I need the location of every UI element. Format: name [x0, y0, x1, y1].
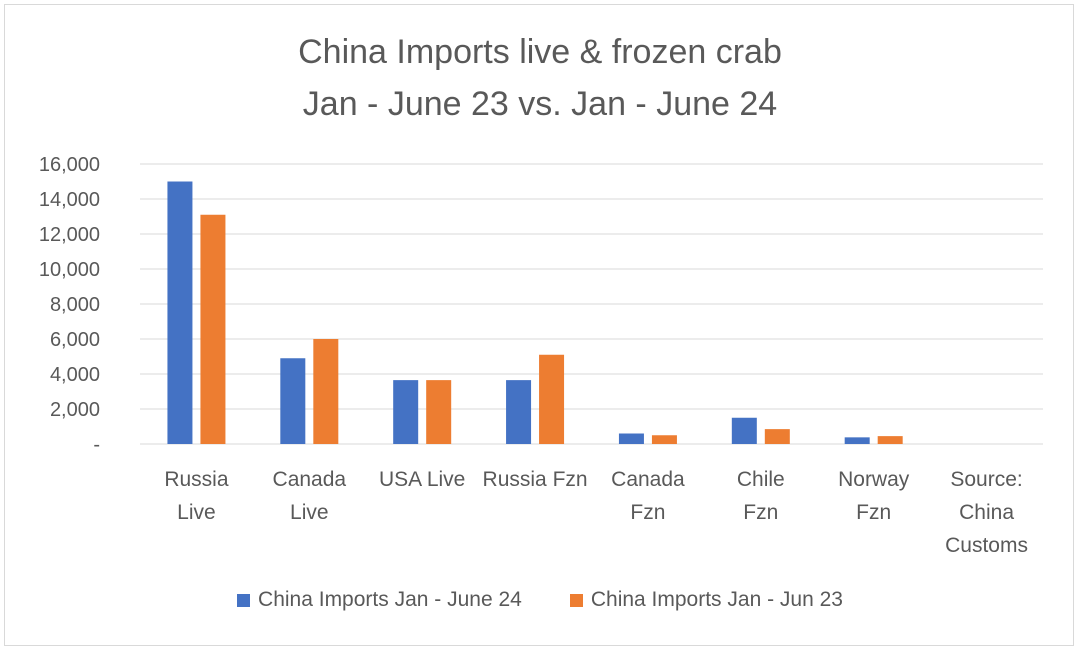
x-tick-label: Source: — [950, 468, 1022, 491]
x-tick-label: Fzn — [856, 501, 891, 524]
bar-2023 — [426, 380, 452, 444]
x-tick-label: Fzn — [743, 501, 778, 524]
bar-2024 — [844, 437, 870, 444]
chart-title-line-1: China Imports live & frozen crab — [298, 33, 782, 71]
x-tick-label: Canada — [611, 468, 685, 491]
bar-2023 — [764, 429, 790, 444]
x-tick-label: Fzn — [630, 501, 665, 524]
y-tick-label: 12,000 — [39, 224, 100, 246]
y-tick-label: - — [93, 434, 100, 456]
y-tick-label: 10,000 — [39, 259, 100, 281]
legend-swatch-2024 — [237, 593, 251, 607]
chart-title-line-2: Jan - June 23 vs. Jan - June 24 — [302, 85, 778, 123]
bar-2024 — [393, 380, 419, 444]
y-tick-label: 8,000 — [50, 294, 100, 316]
x-tick-label: Chile — [737, 468, 785, 491]
y-tick-label: 14,000 — [39, 189, 100, 211]
x-tick-label: Russia — [164, 468, 229, 491]
x-tick-label: Live — [290, 501, 329, 524]
bar-2023 — [539, 354, 565, 444]
y-tick-label: 16,000 — [39, 154, 100, 176]
x-tick-label: USA Live — [379, 468, 465, 491]
legend-label-2023: China Imports Jan - Jun 23 — [590, 588, 843, 611]
bar-2024 — [731, 417, 757, 444]
bar-2023 — [200, 214, 226, 444]
bar-2023 — [877, 436, 903, 444]
bar-2024 — [506, 380, 532, 444]
bar-2024 — [167, 181, 193, 444]
legend-label-2024: China Imports Jan - June 24 — [258, 588, 522, 611]
x-tick-label: China — [959, 501, 1014, 524]
x-tick-label: Russia Fzn — [483, 468, 588, 491]
y-tick-label: 4,000 — [50, 364, 100, 386]
legend: China Imports Jan - June 24 China Import… — [0, 588, 1080, 612]
legend-swatch-2023 — [569, 593, 583, 607]
x-tick-label: Canada — [273, 468, 347, 491]
y-tick-label: 2,000 — [50, 399, 100, 421]
x-tick-label: Customs — [945, 534, 1028, 557]
x-tick-label: Norway — [838, 468, 910, 491]
legend-item-2024: China Imports Jan - June 24 — [237, 588, 522, 612]
bar-2024 — [280, 358, 306, 444]
bar-2023 — [313, 339, 339, 444]
y-tick-label: 6,000 — [50, 329, 100, 351]
bar-2023 — [651, 435, 677, 444]
legend-item-2023: China Imports Jan - Jun 23 — [569, 588, 843, 612]
x-tick-label: Live — [177, 501, 216, 524]
bar-2024 — [618, 433, 644, 444]
